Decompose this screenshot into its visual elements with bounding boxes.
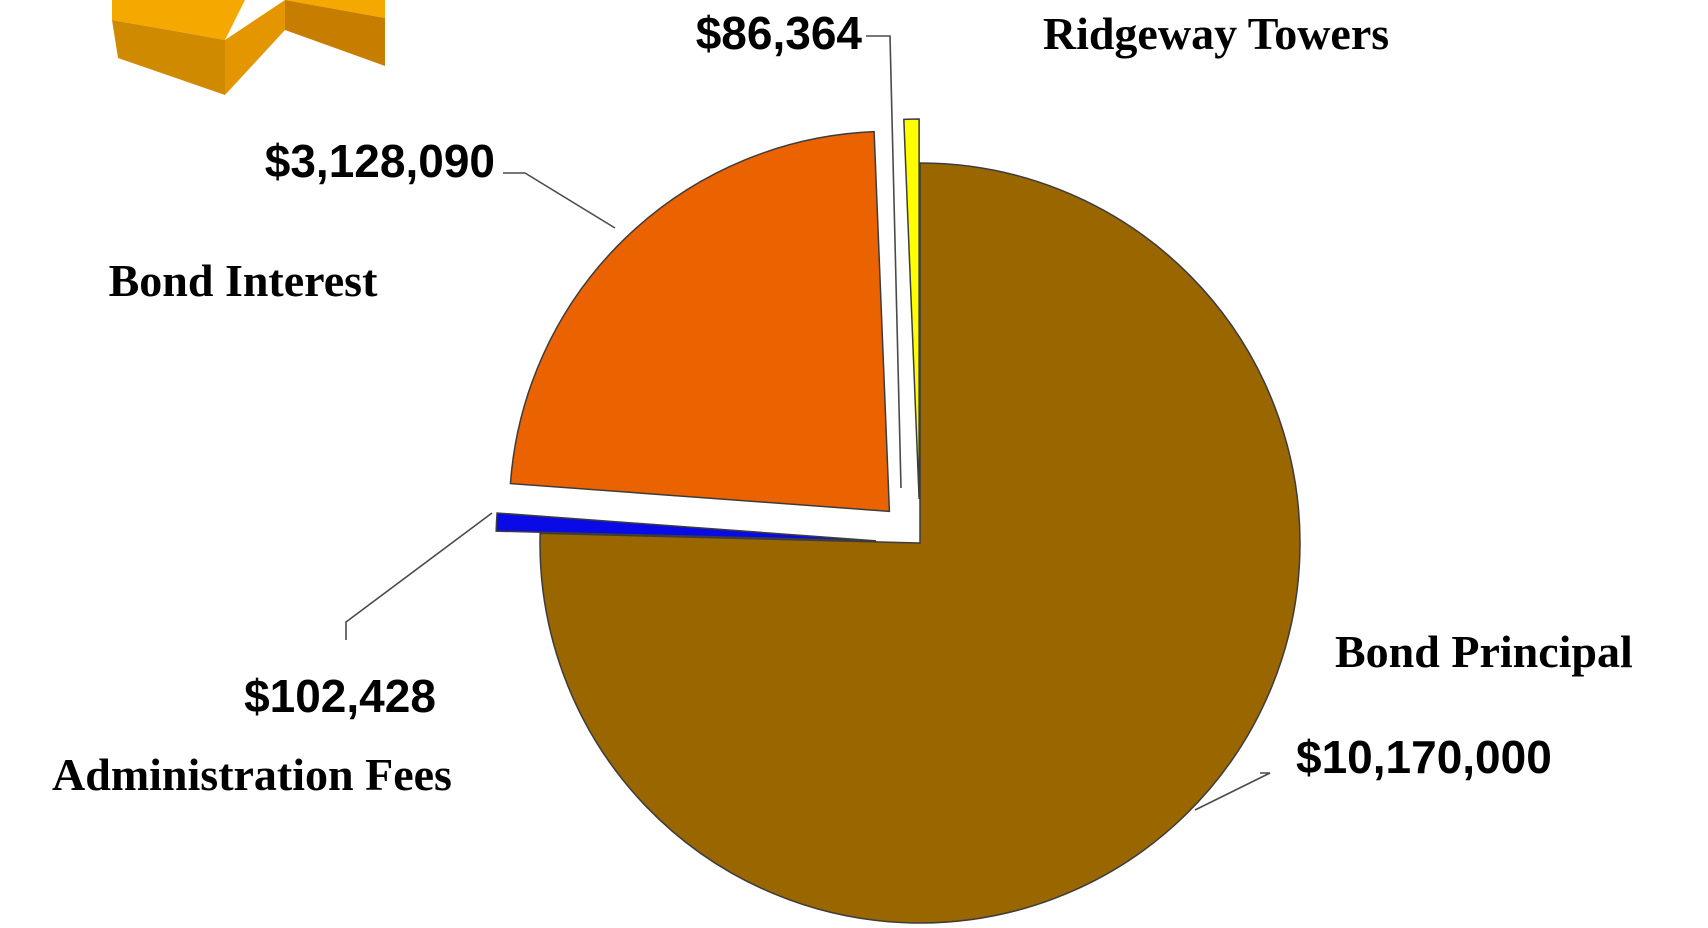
category-label-bond-principal: Bond Principal bbox=[1335, 626, 1633, 677]
pie-slice-bond-interest bbox=[509, 130, 891, 513]
leader-line-bond-interest bbox=[503, 172, 616, 229]
category-label-ridgeway-towers: Ridgeway Towers bbox=[1043, 8, 1389, 59]
leader-line-bond-principal bbox=[1194, 772, 1271, 811]
category-label-administration-fees: Administration Fees bbox=[52, 749, 452, 800]
value-label-ridgeway-towers: $86,364 bbox=[696, 7, 863, 59]
leader-line-ridgeway-towers bbox=[866, 35, 902, 489]
value-label-administration-fees: $102,428 bbox=[244, 670, 436, 722]
pie-slice-ridgeway-towers bbox=[903, 118, 920, 500]
pie-slice-bond-principal bbox=[539, 162, 1301, 924]
category-label-bond-interest: Bond Interest bbox=[109, 255, 378, 306]
leader-line-administration-fees bbox=[345, 512, 493, 640]
pie-slice-administration-fees bbox=[495, 512, 877, 542]
orange-3d-shape-icon bbox=[112, 0, 385, 95]
value-label-bond-interest: $3,128,090 bbox=[265, 135, 495, 187]
value-label-bond-principal: $10,170,000 bbox=[1296, 731, 1552, 783]
